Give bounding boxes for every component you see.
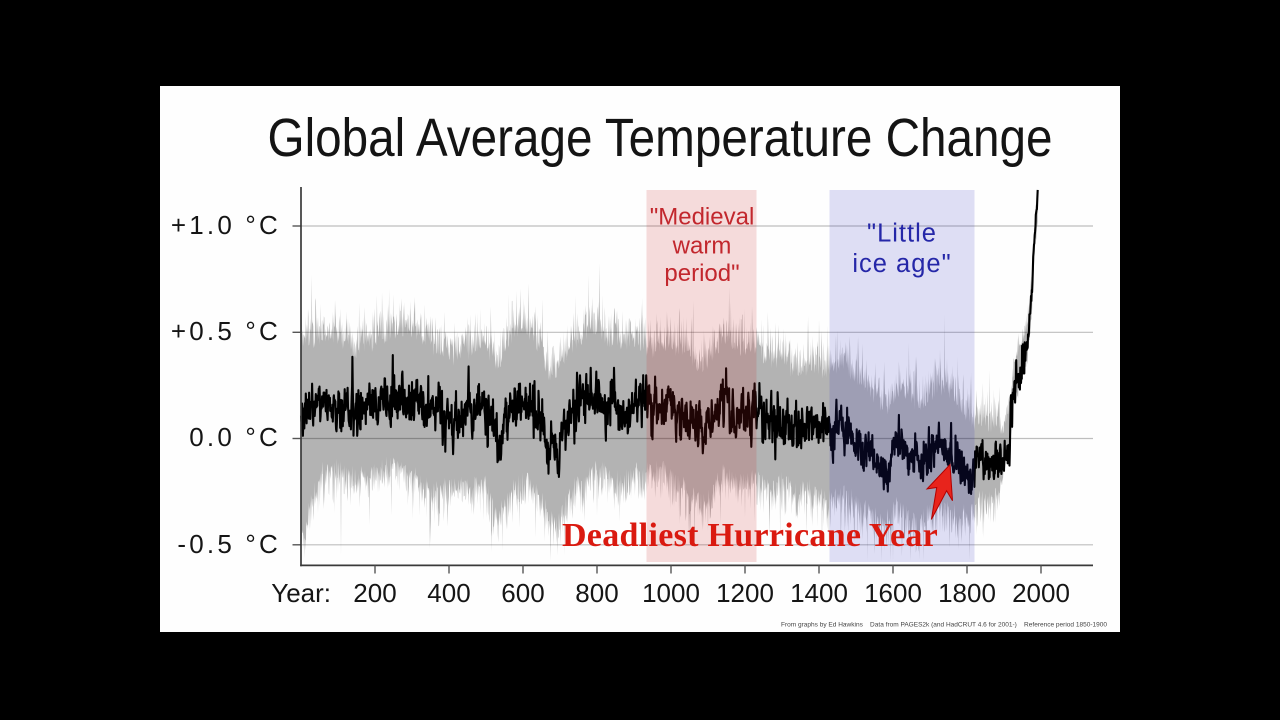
svg-text:Deadliest Hurricane Year: Deadliest Hurricane Year: [562, 517, 938, 554]
svg-text:1800: 1800: [938, 578, 996, 608]
svg-text:1600: 1600: [864, 578, 922, 608]
svg-text:Global Average Temperature Cha: Global Average Temperature Change: [268, 108, 1053, 168]
svg-text:800: 800: [575, 578, 618, 608]
svg-text:+1.0 °C: +1.0 °C: [171, 210, 281, 240]
svg-text:1200: 1200: [716, 578, 774, 608]
svg-text:"Little: "Little: [867, 220, 937, 248]
svg-text:Year:: Year:: [271, 578, 331, 608]
svg-text:-0.5 °C: -0.5 °C: [177, 529, 281, 559]
svg-text:+0.5 °C: +0.5 °C: [171, 316, 281, 346]
svg-text:400: 400: [427, 578, 470, 608]
svg-text:600: 600: [501, 578, 544, 608]
svg-text:warm: warm: [672, 233, 732, 260]
svg-text:"Medieval: "Medieval: [650, 204, 755, 231]
svg-text:1000: 1000: [642, 578, 700, 608]
svg-text:1400: 1400: [790, 578, 848, 608]
svg-text:0.0 °C: 0.0 °C: [189, 422, 281, 452]
svg-text:ice age": ice age": [852, 250, 951, 278]
svg-text:period": period": [664, 260, 739, 287]
svg-text:2000: 2000: [1012, 578, 1070, 608]
svg-text:200: 200: [353, 578, 396, 608]
svg-text:From graphs by Ed Hawkins D: From graphs by Ed Hawkins Data from PAGE…: [781, 622, 1107, 629]
